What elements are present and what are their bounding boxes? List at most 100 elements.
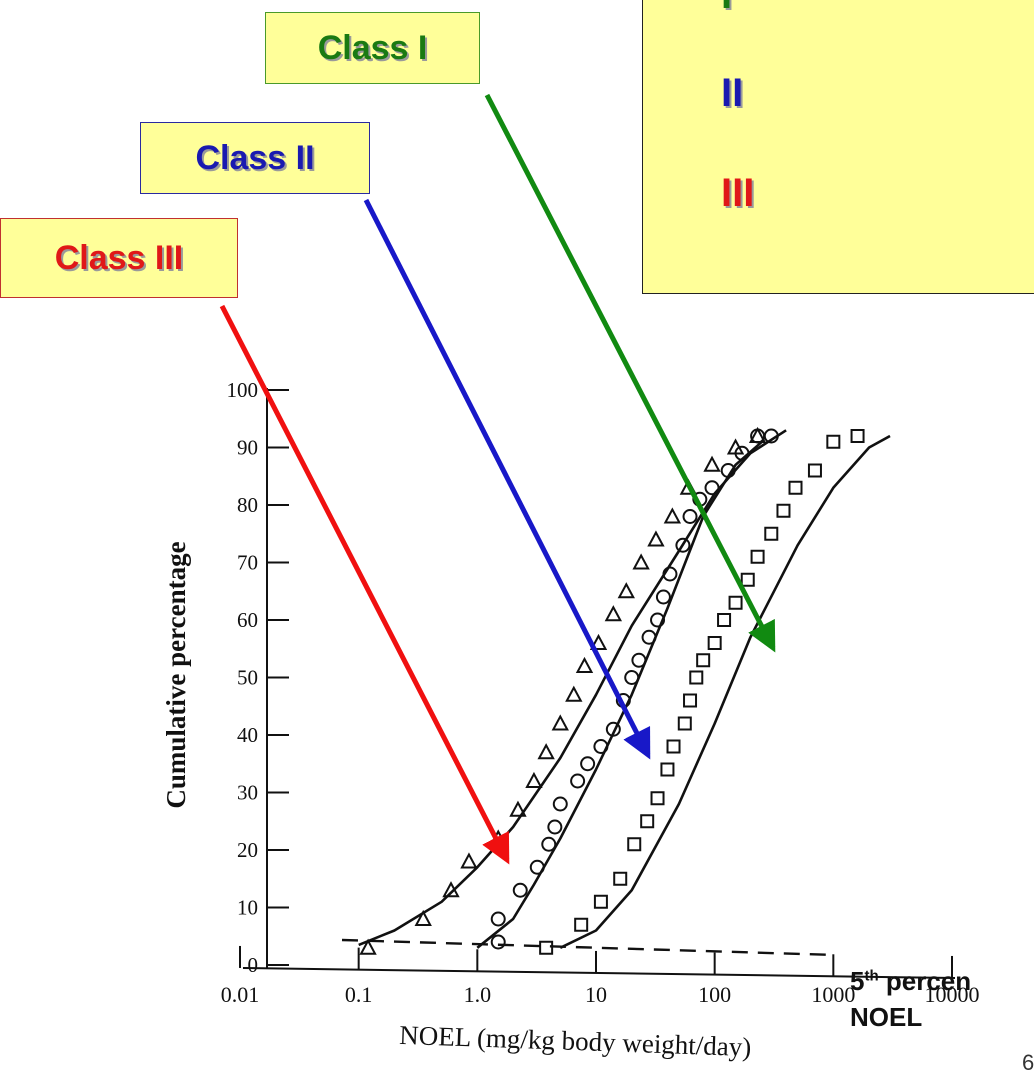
chart-axes: 0 10 20 30 40 50 60 70 80 90 100 0.01 0.1 1.0 10 100 100… [161, 378, 980, 1062]
circle-point-23 [734, 445, 750, 461]
x-tick-label-3: 10 [585, 982, 607, 1007]
reference-line [341, 938, 836, 957]
square-point-18 [764, 526, 779, 541]
square-point-14 [717, 613, 732, 627]
square-point-13 [707, 636, 722, 650]
x-tick-label-6: 10000 [925, 982, 980, 1007]
triangle-point-7 [537, 743, 555, 760]
triangle-point-13 [617, 582, 635, 599]
y-tick-label-20: 20 [237, 838, 258, 862]
triangle-point-9 [565, 685, 583, 702]
arrow-class-3 [219, 304, 510, 865]
square-point-1 [574, 917, 589, 932]
x-axis-title: NOEL (mg/kg body weight/day) [399, 1020, 752, 1062]
triangle-point-3 [460, 852, 478, 869]
y-tick-label-0: 0 [248, 953, 259, 977]
callout-class-2: Class II [140, 122, 370, 194]
x-tick-label-0: 0.01 [221, 982, 260, 1007]
y-tick-label-30: 30 [237, 781, 258, 805]
circle-point-12 [624, 670, 640, 685]
legend-item-class-2: II [721, 71, 744, 115]
x-tick-label-2: 1.0 [464, 982, 492, 1007]
y-tick-label-70: 70 [237, 551, 258, 575]
circle-point-21 [704, 480, 720, 496]
fit-curve-square [559, 434, 891, 949]
data-points [359, 426, 865, 955]
circle-point-13 [631, 652, 647, 668]
circle-point-6 [552, 796, 568, 812]
fit-curve-triangle [358, 429, 787, 947]
y-tick-label-90: 90 [237, 436, 258, 460]
square-point-21 [807, 463, 822, 478]
circle-point-16 [655, 589, 671, 605]
circle-point-0 [490, 934, 506, 950]
circle-point-7 [570, 773, 586, 789]
circle-point-15 [650, 612, 666, 628]
triangle-point-2 [442, 881, 460, 898]
circle-point-2 [512, 882, 528, 898]
circle-point-10 [605, 721, 621, 737]
square-point-6 [650, 791, 665, 806]
square-point-3 [613, 871, 628, 886]
x-tick-label-4: 100 [698, 982, 731, 1007]
x-tick-label-1: 0.1 [345, 982, 373, 1007]
y-tick-label-100: 100 [227, 378, 259, 402]
circle-point-8 [580, 756, 596, 772]
annotation-noel: NOEL [850, 1002, 923, 1032]
callout-arrows [219, 93, 776, 865]
x-tick-label-5: 1000 [811, 982, 855, 1007]
circle-point-9 [593, 739, 609, 754]
y-tick-label-80: 80 [237, 493, 258, 517]
square-point-11 [689, 670, 704, 685]
square-point-7 [660, 762, 675, 777]
square-point-8 [666, 739, 681, 754]
fit-curve-circle [476, 440, 763, 949]
triangle-point-6 [525, 771, 543, 788]
y-tick-label-60: 60 [237, 608, 258, 632]
square-point-12 [696, 653, 711, 668]
x-axis-line [242, 967, 956, 979]
triangle-point-15 [647, 530, 665, 547]
square-point-9 [677, 716, 692, 731]
square-point-19 [776, 503, 791, 518]
circle-point-22 [720, 463, 736, 478]
square-point-10 [683, 693, 698, 708]
triangle-point-16 [663, 507, 682, 524]
arrow-class-2 [363, 198, 651, 760]
callout-class-1-label: Class I [317, 28, 428, 67]
y-tick-label-50: 50 [237, 666, 258, 690]
triangle-point-10 [575, 656, 594, 673]
percentile-dashed-line [341, 938, 836, 957]
circle-point-17 [662, 566, 678, 582]
callout-class-3-label: Class III [54, 238, 184, 277]
legend-item-class-3: III [721, 171, 755, 215]
annotation-percentile: 5th percen [850, 966, 971, 997]
y-tick-label-40: 40 [237, 723, 258, 747]
triangle-point-11 [589, 633, 608, 650]
legend-item-class-1: I [721, 0, 732, 18]
triangle-point-5 [509, 800, 527, 817]
callout-class-3: Class III [0, 218, 238, 298]
fit-curves [358, 429, 891, 949]
circle-point-14 [641, 629, 657, 645]
annotation-percentile-suffix: th [864, 967, 879, 985]
circle-point-19 [682, 509, 698, 524]
square-point-22 [826, 434, 841, 449]
annotation-percentile-text: percen [878, 966, 972, 996]
circle-point-3 [529, 859, 545, 875]
square-point-20 [788, 480, 803, 495]
circle-point-25 [763, 428, 779, 444]
page-number: 6 [1022, 1050, 1034, 1075]
y-axis-title: Cumulative percentage [161, 541, 191, 808]
square-point-17 [750, 549, 765, 564]
triangle-point-1 [414, 909, 432, 926]
circle-point-5 [547, 819, 563, 835]
square-point-5 [640, 814, 655, 829]
triangle-point-18 [703, 455, 721, 472]
callout-class-2-label: Class II [195, 138, 315, 177]
square-point-4 [627, 837, 642, 852]
y-tick-label-10: 10 [237, 896, 258, 920]
callout-class-1: Class I [265, 12, 480, 84]
square-point-0 [539, 940, 554, 955]
